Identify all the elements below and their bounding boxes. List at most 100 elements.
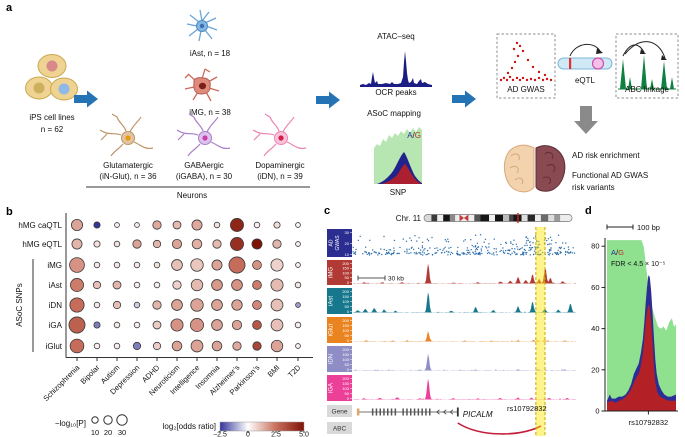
gwas-dot: [566, 251, 569, 253]
bubble: [211, 340, 223, 352]
glutamatergic-neuron-icon: [100, 114, 153, 156]
exon: [379, 408, 381, 416]
track-ytick: 50: [345, 362, 350, 367]
gwas-dot: [456, 252, 459, 255]
gwas-dot: [568, 252, 571, 254]
gwas-dot: [520, 254, 522, 256]
gwas-dot: [474, 253, 476, 256]
bubble: [253, 221, 261, 229]
gwas-dot: [478, 251, 481, 254]
row-label: iMG: [47, 261, 62, 270]
x-tick-label: BMI: [266, 363, 282, 379]
allele-ag-label: A/G: [407, 131, 421, 140]
flow-arrow-icon: [316, 91, 340, 109]
gwas-dot: [390, 253, 392, 255]
panel-a-schematic: iPS cell lines n = 62 iAst, n = 18 iMG, …: [25, 9, 679, 200]
bubble: [230, 218, 244, 232]
bubble: [270, 258, 284, 272]
bubble: [112, 280, 122, 290]
gwas-dot: [402, 238, 404, 240]
gwas-dot: [447, 254, 449, 256]
gwas-dot: [459, 254, 462, 256]
gwas-dot: [525, 236, 527, 238]
gwas-dot: [472, 251, 474, 253]
gwas-dot: [514, 252, 516, 254]
gwas-dot: [441, 251, 443, 254]
gwas-dot: [399, 246, 401, 249]
gwas-dot: [529, 244, 532, 246]
bubble: [152, 300, 162, 310]
gwas-dot: [444, 246, 446, 248]
eqtl-label: eQTL: [575, 76, 596, 85]
chr11-ideogram: [424, 214, 572, 222]
gwas-dot: [422, 254, 424, 256]
gwas-dot: [528, 241, 531, 243]
gwas-dot: [523, 248, 526, 251]
gwas-dot: [487, 249, 489, 252]
track-label: iMG: [329, 267, 335, 278]
bubble: [171, 340, 183, 352]
row-label: iAst: [49, 281, 63, 290]
ideogram-band: [443, 214, 450, 222]
gwas-dot: [567, 246, 570, 248]
glut-n-label: (iN-Glut), n = 36: [99, 172, 157, 181]
bubble: [113, 342, 121, 350]
track-ytick: 50: [345, 275, 350, 280]
gwas-dot: [529, 254, 531, 256]
track-ytick: 0: [347, 367, 350, 372]
gwas-dot: [480, 250, 483, 252]
gwas-dot: [488, 251, 490, 254]
bubble: [171, 238, 183, 250]
bubble: [270, 339, 284, 353]
exon: [387, 408, 389, 416]
gwas-dot: [426, 249, 429, 252]
gwas-dot: [424, 248, 426, 250]
gwas-dot: [502, 247, 504, 249]
gaba-n-label: (iGABA), n = 30: [176, 172, 233, 181]
gwas-dot: [512, 243, 514, 246]
gwas-dot: [568, 248, 570, 251]
gwas-dot: [404, 251, 406, 253]
bubble: [93, 321, 101, 329]
bubble: [252, 260, 262, 270]
track-label: iDN: [329, 354, 335, 364]
exon: [413, 408, 416, 416]
track-ytick: 0: [347, 309, 350, 314]
track-ytick: 150: [342, 381, 349, 386]
bubble: [132, 341, 142, 351]
gwas-dot: [508, 253, 510, 255]
gwas-dot: [528, 247, 531, 249]
gwas-dot: [422, 241, 424, 243]
gwas-dot: [385, 249, 388, 252]
gwas-dot: [420, 253, 422, 256]
ideogram-band: [489, 214, 495, 222]
gwas-dot: [562, 242, 564, 244]
gwas-dot: [555, 253, 558, 256]
result-enrichment-label: AD risk enrichment: [572, 151, 640, 160]
y-tick-label: 60: [591, 283, 599, 292]
gwas-dot: [410, 252, 412, 254]
track-label: AD: [329, 239, 335, 246]
gwas-dot: [532, 253, 535, 256]
gwas-dot: [354, 253, 357, 255]
gwas-dot: [511, 247, 513, 250]
track-ytick: 200: [342, 376, 349, 381]
track-label: GWAS: [335, 235, 341, 251]
track-label-box: [327, 288, 352, 314]
gwas-dot: [554, 251, 556, 254]
gwas-dot: [421, 251, 424, 253]
chromosome-label: Chr. 11: [396, 214, 422, 223]
row-label: iDN: [49, 301, 63, 310]
bubble: [270, 318, 284, 332]
color-legend-tick: 5.0: [299, 432, 309, 437]
gwas-dot: [410, 239, 413, 242]
gwas-dot: [559, 251, 561, 253]
bubble: [171, 259, 183, 271]
asoc-mapping-label: ASoC mapping: [367, 109, 421, 118]
ad-gwas-label: AD GWAS: [507, 85, 544, 94]
bubble: [113, 261, 121, 269]
gwas-dot: [525, 242, 527, 244]
track-ytick: 0: [347, 280, 350, 285]
gwas-dot: [500, 243, 502, 246]
